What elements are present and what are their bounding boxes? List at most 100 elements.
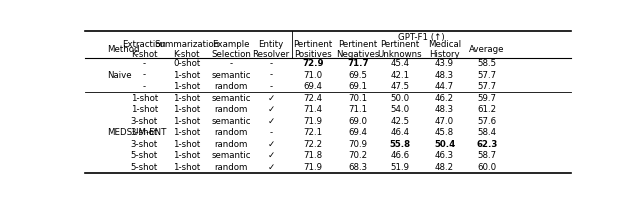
- Text: 46.2: 46.2: [435, 94, 454, 103]
- Text: 69.1: 69.1: [348, 82, 367, 91]
- Text: 46.3: 46.3: [435, 151, 454, 160]
- Text: 58.7: 58.7: [477, 151, 496, 160]
- Text: 45.8: 45.8: [435, 128, 454, 137]
- Text: 72.1: 72.1: [303, 128, 323, 137]
- Text: 70.9: 70.9: [348, 140, 367, 149]
- Text: 69.5: 69.5: [348, 71, 367, 80]
- Text: 50.0: 50.0: [390, 94, 410, 103]
- Text: ✓: ✓: [268, 105, 275, 114]
- Text: semantic: semantic: [212, 94, 251, 103]
- Text: 58.4: 58.4: [477, 128, 496, 137]
- Text: ✓: ✓: [268, 117, 275, 126]
- Text: 42.5: 42.5: [390, 117, 410, 126]
- Text: -: -: [269, 128, 273, 137]
- Text: 71.8: 71.8: [303, 151, 323, 160]
- Text: 71.7: 71.7: [347, 59, 369, 68]
- Text: 58.5: 58.5: [477, 59, 496, 68]
- Text: 71.0: 71.0: [303, 71, 323, 80]
- Text: random: random: [214, 140, 248, 149]
- Text: 43.9: 43.9: [435, 59, 454, 68]
- Text: 69.0: 69.0: [348, 117, 367, 126]
- Text: 68.3: 68.3: [348, 163, 367, 172]
- Text: 48.3: 48.3: [435, 71, 454, 80]
- Text: 47.0: 47.0: [435, 117, 454, 126]
- Text: ✓: ✓: [268, 94, 275, 103]
- Text: random: random: [214, 105, 248, 114]
- Text: Pertinent
Unknowns: Pertinent Unknowns: [378, 40, 422, 59]
- Text: 72.9: 72.9: [302, 59, 324, 68]
- Text: -: -: [269, 59, 273, 68]
- Text: 72.2: 72.2: [303, 140, 323, 149]
- Text: ✓: ✓: [268, 151, 275, 160]
- Text: random: random: [214, 128, 248, 137]
- Text: 51.9: 51.9: [390, 163, 410, 172]
- Text: 1-shot: 1-shot: [173, 140, 200, 149]
- Text: 69.4: 69.4: [303, 82, 323, 91]
- Text: MEDSUM-ENT: MEDSUM-ENT: [108, 128, 166, 137]
- Text: 62.3: 62.3: [476, 140, 497, 149]
- Text: -: -: [269, 71, 273, 80]
- Text: 1-shot: 1-shot: [173, 117, 200, 126]
- Text: 45.4: 45.4: [390, 59, 410, 68]
- Text: random: random: [214, 163, 248, 172]
- Text: 71.9: 71.9: [303, 163, 323, 172]
- Text: 69.4: 69.4: [348, 128, 367, 137]
- Text: Naive: Naive: [108, 71, 132, 80]
- Text: 3-shot: 3-shot: [131, 117, 158, 126]
- Text: 1-shot: 1-shot: [173, 94, 200, 103]
- Text: -: -: [269, 82, 273, 91]
- Text: 59.7: 59.7: [477, 94, 496, 103]
- Text: 44.7: 44.7: [435, 82, 454, 91]
- Text: 54.0: 54.0: [390, 105, 410, 114]
- Text: 70.1: 70.1: [348, 94, 367, 103]
- Text: -: -: [143, 71, 146, 80]
- Text: semantic: semantic: [212, 117, 251, 126]
- Text: 1-shot: 1-shot: [173, 82, 200, 91]
- Text: -: -: [143, 82, 146, 91]
- Text: 72.4: 72.4: [303, 94, 323, 103]
- Text: Entity
Resolver: Entity Resolver: [252, 40, 289, 59]
- Text: 71.1: 71.1: [348, 105, 367, 114]
- Text: 5-shot: 5-shot: [131, 163, 158, 172]
- Text: 48.2: 48.2: [435, 163, 454, 172]
- Text: 1-shot: 1-shot: [173, 151, 200, 160]
- Text: 60.0: 60.0: [477, 163, 496, 172]
- Text: Medical
History: Medical History: [428, 40, 461, 59]
- Text: 5-shot: 5-shot: [131, 151, 158, 160]
- Text: 1-shot: 1-shot: [131, 105, 158, 114]
- Text: 70.2: 70.2: [348, 151, 367, 160]
- Text: 61.2: 61.2: [477, 105, 496, 114]
- Text: 71.9: 71.9: [303, 117, 323, 126]
- Text: 57.7: 57.7: [477, 82, 496, 91]
- Text: 46.6: 46.6: [390, 151, 410, 160]
- Text: 46.4: 46.4: [390, 128, 410, 137]
- Text: 50.4: 50.4: [434, 140, 455, 149]
- Text: semantic: semantic: [212, 71, 251, 80]
- Text: 57.7: 57.7: [477, 71, 496, 80]
- Text: 55.8: 55.8: [389, 140, 410, 149]
- Text: 1-shot: 1-shot: [173, 163, 200, 172]
- Text: 57.6: 57.6: [477, 117, 496, 126]
- Text: Summarization
K-shot: Summarization K-shot: [154, 40, 220, 59]
- Text: GPT-F1 (↑): GPT-F1 (↑): [397, 33, 444, 42]
- Text: 3-shot: 3-shot: [131, 140, 158, 149]
- Text: Extraction
K-shot: Extraction K-shot: [122, 40, 166, 59]
- Text: Pertinent
Negatives: Pertinent Negatives: [336, 40, 380, 59]
- Text: Method: Method: [108, 45, 140, 54]
- Text: -: -: [143, 59, 146, 68]
- Text: random: random: [214, 82, 248, 91]
- Text: Average: Average: [469, 45, 504, 54]
- Text: 42.1: 42.1: [390, 71, 410, 80]
- Text: 47.5: 47.5: [390, 82, 410, 91]
- Text: 1-shot: 1-shot: [131, 94, 158, 103]
- Text: 3-shot: 3-shot: [131, 128, 158, 137]
- Text: -: -: [230, 59, 233, 68]
- Text: Example
Selection: Example Selection: [211, 40, 252, 59]
- Text: ✓: ✓: [268, 140, 275, 149]
- Text: 1-shot: 1-shot: [173, 71, 200, 80]
- Text: 1-shot: 1-shot: [173, 128, 200, 137]
- Text: 0-shot: 0-shot: [173, 59, 200, 68]
- Text: 48.3: 48.3: [435, 105, 454, 114]
- Text: ✓: ✓: [268, 163, 275, 172]
- Text: 71.4: 71.4: [303, 105, 323, 114]
